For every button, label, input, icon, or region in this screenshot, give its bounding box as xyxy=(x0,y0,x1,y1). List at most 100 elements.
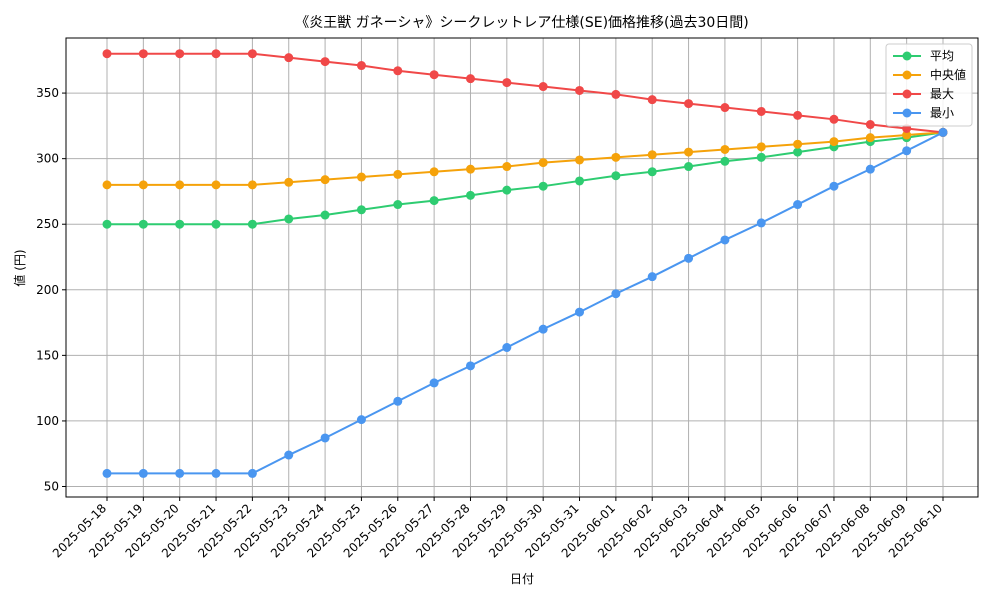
data-point xyxy=(538,82,548,92)
data-point xyxy=(138,49,148,59)
series-line xyxy=(107,131,944,475)
data-point xyxy=(902,146,912,156)
series-2 xyxy=(102,127,948,190)
data-point xyxy=(175,180,185,190)
data-point xyxy=(211,219,221,229)
data-point xyxy=(320,433,330,443)
data-point xyxy=(393,66,403,76)
data-point xyxy=(502,78,512,88)
legend-label: 最小 xyxy=(930,106,954,120)
data-point xyxy=(684,162,694,172)
legend-marker xyxy=(902,108,912,118)
data-point xyxy=(902,130,912,140)
data-point xyxy=(284,214,294,224)
data-point xyxy=(538,324,548,334)
data-point xyxy=(684,147,694,157)
data-point xyxy=(429,167,439,177)
data-point xyxy=(356,415,366,425)
data-point xyxy=(429,196,439,206)
data-point xyxy=(247,219,257,229)
legend-marker xyxy=(902,51,912,61)
data-point xyxy=(211,49,221,59)
data-point xyxy=(829,181,839,191)
chart-title: 《炎王獣 ガネーシャ》シークレットレア仕様(SE)価格推移(過去30日間) xyxy=(295,15,749,31)
data-point xyxy=(720,235,730,245)
data-point xyxy=(647,95,657,105)
y-tick-label: 300 xyxy=(36,152,59,166)
data-point xyxy=(647,150,657,160)
data-point xyxy=(284,53,294,63)
data-point xyxy=(247,468,257,478)
data-point xyxy=(538,181,548,191)
data-point xyxy=(320,57,330,67)
data-point xyxy=(829,137,839,147)
data-point xyxy=(865,133,875,143)
data-point xyxy=(393,169,403,179)
legend-label: 最大 xyxy=(930,87,954,101)
plot-frame xyxy=(65,37,979,498)
data-point xyxy=(429,378,439,388)
data-point xyxy=(793,110,803,120)
data-point xyxy=(865,120,875,130)
series-line xyxy=(107,52,944,134)
data-point xyxy=(575,176,585,186)
y-tick-label: 350 xyxy=(36,86,59,100)
legend-box xyxy=(885,43,973,127)
legend-entry: 最大 xyxy=(893,87,954,101)
legend-marker xyxy=(902,70,912,80)
data-point xyxy=(465,74,475,84)
data-point xyxy=(211,468,221,478)
data-point xyxy=(611,89,621,99)
data-point xyxy=(175,219,185,229)
data-point xyxy=(211,180,221,190)
data-point xyxy=(756,218,766,228)
data-point xyxy=(465,190,475,200)
y-tick-label: 250 xyxy=(36,217,59,231)
legend-entry: 平均 xyxy=(893,49,954,63)
data-point xyxy=(393,396,403,406)
data-point xyxy=(575,85,585,95)
data-point xyxy=(575,155,585,165)
grid xyxy=(66,38,978,497)
data-point xyxy=(356,172,366,182)
data-point xyxy=(502,185,512,195)
data-point xyxy=(647,167,657,177)
data-point xyxy=(575,307,585,317)
data-point xyxy=(684,253,694,263)
legend-label: 中央値 xyxy=(930,67,966,82)
data-point xyxy=(356,61,366,71)
data-point xyxy=(611,171,621,181)
data-point xyxy=(647,272,657,282)
data-point xyxy=(611,289,621,299)
data-point xyxy=(938,127,948,137)
data-point xyxy=(756,142,766,152)
data-point xyxy=(247,49,257,59)
legend-marker xyxy=(902,89,912,99)
data-point xyxy=(538,158,548,168)
data-point xyxy=(756,106,766,116)
data-point xyxy=(320,210,330,220)
data-point xyxy=(175,49,185,59)
data-point xyxy=(102,49,112,59)
data-point xyxy=(320,175,330,185)
series-line xyxy=(107,131,944,186)
data-point xyxy=(138,219,148,229)
data-point xyxy=(393,200,403,210)
data-point xyxy=(102,219,112,229)
data-point xyxy=(793,147,803,157)
data-point xyxy=(793,200,803,210)
data-point xyxy=(611,152,621,162)
data-point xyxy=(465,164,475,174)
data-point xyxy=(175,468,185,478)
data-point xyxy=(502,342,512,352)
y-axis-label: 値 (円) xyxy=(12,249,27,286)
y-tick-label: 100 xyxy=(36,414,59,428)
y-tick-label: 150 xyxy=(36,348,59,362)
data-point xyxy=(829,114,839,124)
data-point xyxy=(247,180,257,190)
series-3 xyxy=(102,49,948,137)
